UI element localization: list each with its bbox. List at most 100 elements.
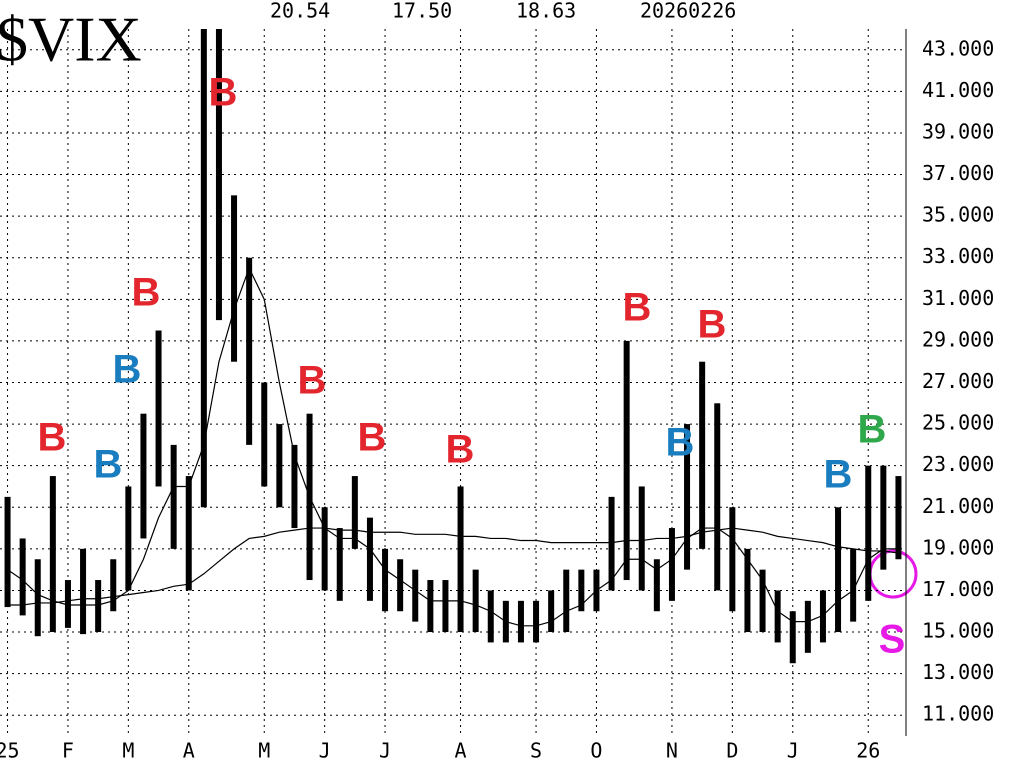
range-bar — [774, 590, 781, 643]
y-tick-label: 23.000 — [922, 452, 994, 476]
signal-label: B — [698, 303, 727, 347]
x-tick-label: F — [62, 739, 74, 763]
signal-label: B — [209, 71, 238, 115]
y-tick-label: 37.000 — [922, 161, 994, 185]
range-bar — [835, 507, 842, 633]
range-bar — [125, 486, 132, 591]
range-bar — [865, 465, 872, 601]
range-bar — [276, 424, 283, 508]
y-tick-label: 29.000 — [922, 327, 994, 351]
range-bar — [517, 600, 524, 643]
range-bar — [472, 569, 479, 633]
range-bar — [351, 476, 358, 549]
range-bar — [653, 559, 660, 612]
y-tick-label: 19.000 — [922, 535, 994, 559]
range-bar — [714, 403, 721, 591]
range-bar — [850, 548, 857, 622]
x-tick-label: J — [787, 739, 799, 763]
signal-label: B — [824, 453, 853, 497]
signal-label: B — [298, 359, 327, 403]
signal-label: B — [38, 416, 67, 460]
range-bar — [608, 496, 615, 591]
y-tick-label: 39.000 — [922, 119, 994, 143]
x-tick-label: 25 — [0, 739, 20, 763]
x-tick-label: A — [183, 739, 195, 763]
plot — [4, 29, 902, 664]
header-value: 18.63 — [516, 0, 576, 23]
header-value: 20.54 — [270, 0, 330, 23]
signal-label: B — [94, 443, 123, 487]
range-bar — [563, 569, 570, 633]
x-tick-label: M — [122, 739, 134, 763]
header-value: 17.50 — [392, 0, 452, 23]
range-bar — [578, 569, 585, 612]
signal-label: S — [879, 618, 906, 662]
y-tick-label: 13.000 — [922, 660, 994, 684]
y-tick-label: 17.000 — [922, 577, 994, 601]
range-bar — [19, 538, 26, 616]
range-bar — [533, 600, 540, 643]
moving-average — [7, 266, 899, 627]
y-tick-label: 31.000 — [922, 286, 994, 310]
range-bar — [366, 517, 373, 601]
range-bar — [668, 528, 675, 601]
range-bar — [261, 382, 268, 487]
range-bar — [427, 580, 434, 633]
range-bar — [487, 590, 494, 643]
y-tick-label: 15.000 — [922, 619, 994, 643]
signal-label: B — [113, 348, 142, 392]
range-bar — [819, 590, 826, 643]
range-bar — [140, 413, 147, 539]
y-tick-label: 33.000 — [922, 244, 994, 268]
range-bar — [200, 29, 207, 508]
signal-label: B — [446, 428, 475, 472]
range-bar — [110, 559, 117, 612]
range-bar — [442, 580, 449, 633]
x-tick-label: 26 — [856, 739, 880, 763]
x-tick-label: D — [726, 739, 738, 763]
range-bar — [382, 548, 389, 612]
range-bar — [64, 580, 71, 628]
range-bar — [215, 29, 222, 321]
range-bar — [246, 257, 253, 445]
signal-label: B — [666, 421, 695, 465]
range-bar — [623, 340, 630, 581]
range-bar — [789, 611, 796, 664]
signal-label: B — [858, 408, 887, 452]
range-bar — [34, 559, 41, 637]
range-bar — [457, 486, 464, 633]
signal-label: B — [623, 286, 652, 330]
range-bar — [336, 528, 343, 601]
chart-title: $VIX — [0, 4, 142, 75]
y-tick-label: 35.000 — [922, 203, 994, 227]
range-bar — [744, 548, 751, 633]
range-bar — [231, 195, 238, 362]
x-tick-label: N — [666, 739, 678, 763]
x-tick-label: O — [590, 739, 602, 763]
y-tick-label: 25.000 — [922, 411, 994, 435]
header-value: 20260226 — [640, 0, 736, 23]
range-bar — [185, 476, 192, 591]
range-bar — [170, 444, 177, 549]
range-bar — [80, 548, 87, 635]
range-bar — [804, 600, 811, 653]
range-bar — [155, 330, 162, 487]
range-bar — [729, 507, 736, 612]
moving-average — [7, 527, 899, 606]
range-bar — [895, 476, 902, 560]
range-bar — [548, 590, 555, 633]
range-bar — [638, 486, 645, 591]
x-tick-label: A — [455, 739, 467, 763]
signal-label: B — [132, 271, 161, 315]
range-bar — [880, 465, 887, 570]
y-tick-label: 27.000 — [922, 369, 994, 393]
y-tick-label: 43.000 — [922, 36, 994, 60]
x-tick-label: J — [319, 739, 331, 763]
x-tick-label: M — [258, 739, 270, 763]
x-tick-label: S — [530, 739, 542, 763]
y-tick-label: 21.000 — [922, 494, 994, 518]
y-tick-label: 11.000 — [922, 702, 994, 726]
y-tick-label: 41.000 — [922, 78, 994, 102]
range-bar — [397, 559, 404, 612]
